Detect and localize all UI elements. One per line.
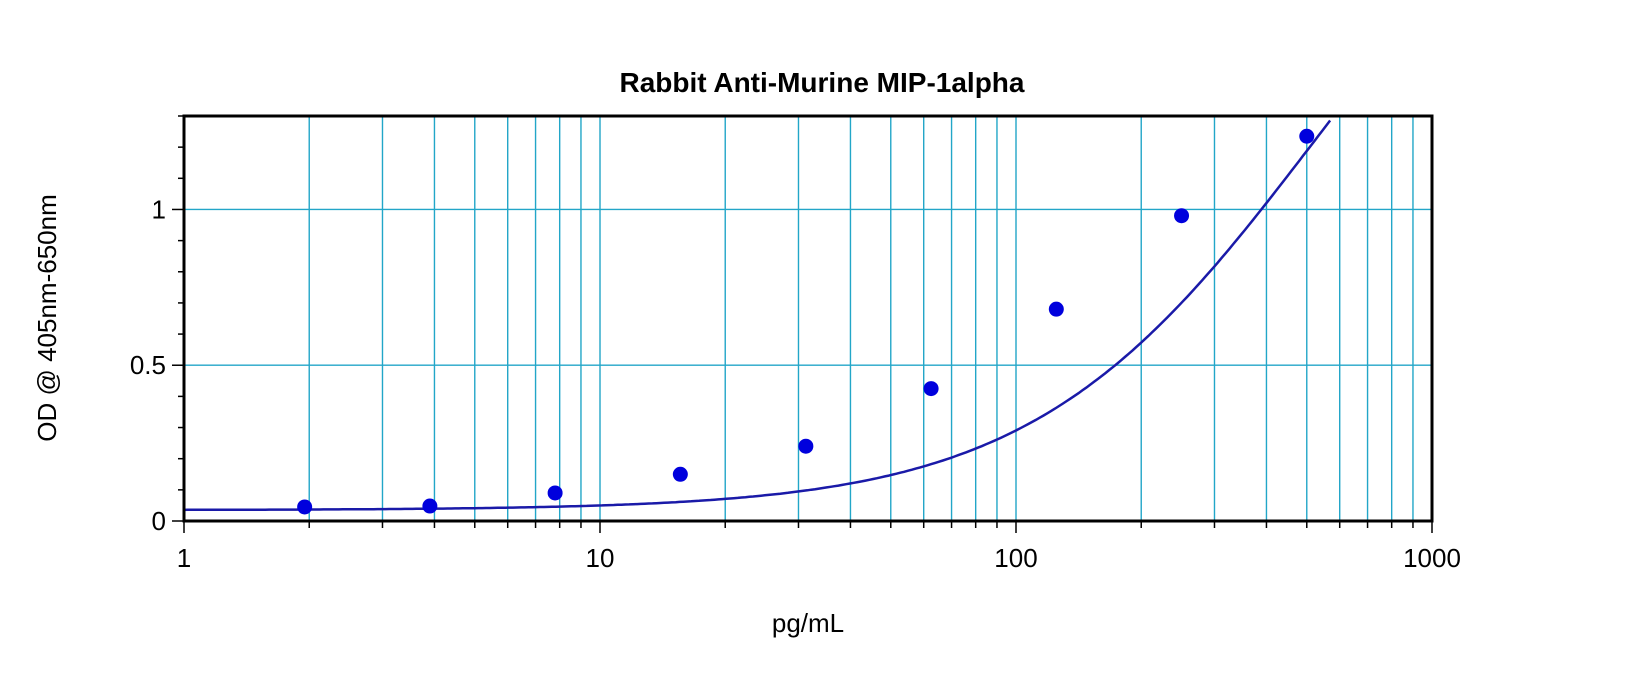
data-point xyxy=(672,466,688,482)
x-tick-label: 100 xyxy=(994,543,1037,573)
plot-area-border xyxy=(182,114,1434,523)
fit-curve-line xyxy=(183,119,1332,512)
data-point xyxy=(422,498,438,514)
chart-title: Rabbit Anti-Murine MIP-1alpha xyxy=(620,67,1025,98)
data-point xyxy=(297,499,313,515)
data-point xyxy=(798,438,814,454)
data-point xyxy=(1174,208,1190,224)
data-point xyxy=(1048,301,1064,317)
data-points xyxy=(297,128,1315,515)
y-tick-label: 0 xyxy=(152,506,166,536)
y-axis-label: OD @ 405nm-650nm xyxy=(32,194,62,442)
data-point xyxy=(923,381,939,397)
y-tick-label: 0.5 xyxy=(130,350,166,380)
grid-lines xyxy=(184,116,1432,521)
axis-ticks xyxy=(172,115,1433,533)
y-tick-label: 1 xyxy=(152,194,166,224)
x-tick-label: 1000 xyxy=(1403,543,1461,573)
data-point xyxy=(1299,128,1315,144)
x-axis-label: pg/mL xyxy=(772,608,844,638)
tick-labels: 1 10 100 1000 0 0.5 1 xyxy=(130,194,1461,573)
x-tick-label: 1 xyxy=(177,543,191,573)
x-tick-label: 10 xyxy=(586,543,615,573)
data-point xyxy=(547,485,563,501)
